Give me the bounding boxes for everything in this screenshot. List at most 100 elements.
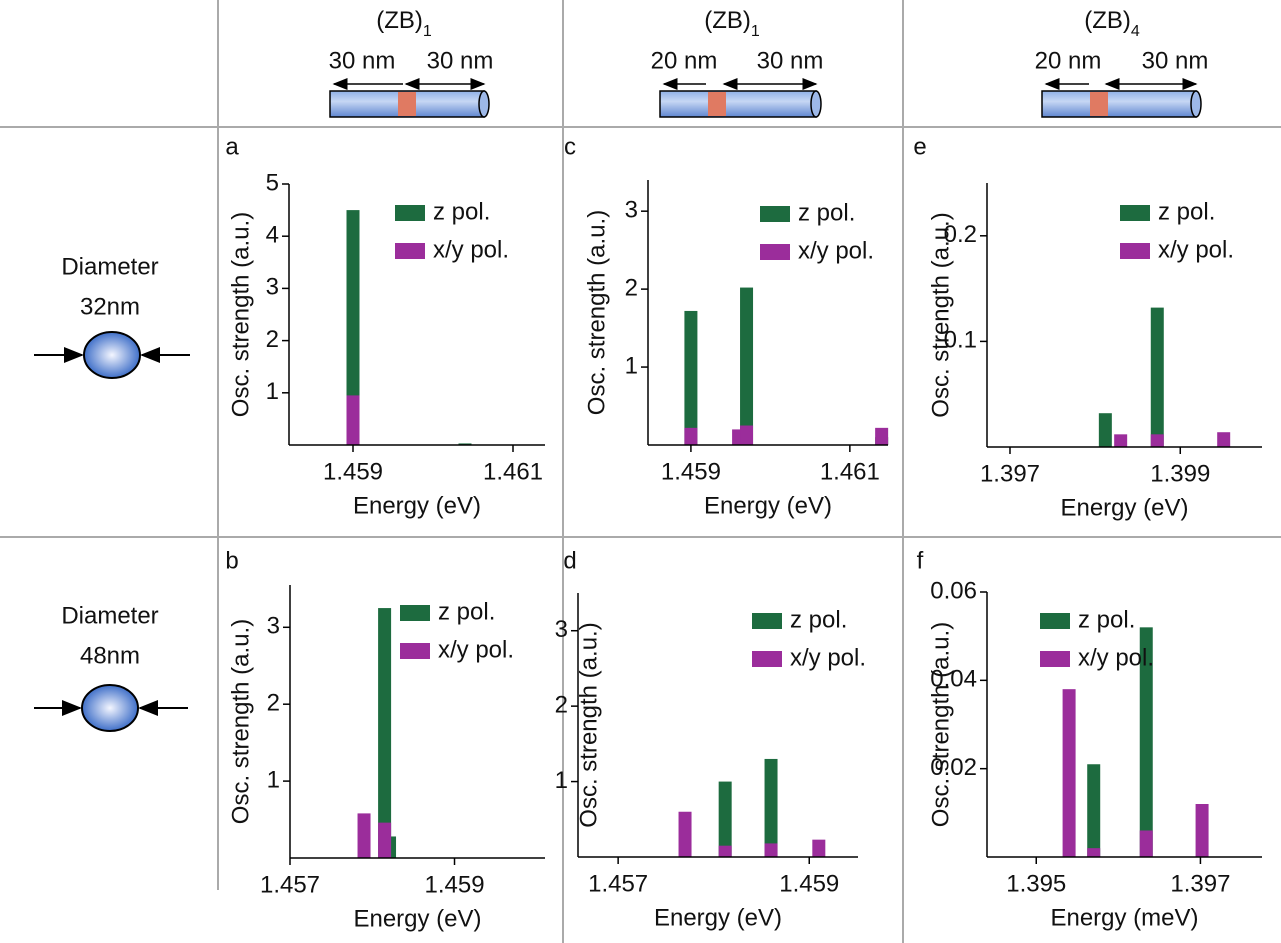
legend-label: x/y pol. [438, 636, 514, 663]
y-tick-label: 3 [625, 197, 638, 224]
legend-label: z pol. [433, 198, 490, 225]
bar [718, 845, 732, 857]
y-tick-label: 1 [266, 378, 279, 405]
y-axis-label: Osc. strength (a.u.) [927, 212, 954, 417]
y-tick-label: 2 [625, 274, 638, 301]
legend-swatch [760, 206, 790, 222]
row-label: Diameter [61, 602, 158, 629]
bar [684, 427, 698, 445]
column-title-main: (ZB) [1084, 7, 1131, 34]
legend-swatch [395, 205, 425, 221]
x-axis-label: Energy (eV) [1060, 494, 1188, 521]
x-tick-label: 1.395 [1006, 870, 1066, 897]
bar [346, 210, 360, 445]
legend-swatch [1120, 243, 1150, 259]
chart-panel: 1 2 3 1.459 1.461 Energy (eV) Osc. strength (a… [564, 133, 889, 519]
x-tick-label: 1.459 [424, 871, 484, 898]
chart-panel: 1 2 3 1.457 1.459 Energy (eV) Osc. strength (a… [555, 547, 866, 931]
x-tick-label: 1.461 [483, 458, 543, 485]
column-title-subscript: 4 [1131, 23, 1140, 40]
legend-label: x/y pol. [790, 644, 866, 671]
chart-panel: 1 2 3 1.457 1.459 Energy (eV) Osc. strength (a… [225, 547, 545, 932]
legend-swatch [395, 243, 425, 259]
y-tick-label: 3 [266, 274, 279, 301]
legend-swatch [1120, 205, 1150, 221]
legend-swatch [400, 643, 430, 659]
nanowire [659, 78, 822, 118]
panel-letter: d [563, 547, 576, 574]
chart-panel: 0.1 0.2 1.397 1.399 Energy (eV) Osc. strength… [913, 133, 1262, 521]
panel-letter: c [564, 133, 576, 160]
row-size: 32nm [80, 293, 140, 320]
panel-letter: f [917, 547, 924, 574]
column-title-main: (ZB) [376, 7, 423, 34]
y-tick-label: 0.04 [930, 666, 977, 693]
x-tick-label: 1.457 [588, 870, 648, 897]
legend-label: x/y pol. [798, 237, 874, 264]
y-tick-label: 0.06 [930, 577, 977, 604]
bar [1217, 432, 1231, 447]
right-length: 30 nm [427, 47, 494, 74]
x-tick-label: 1.459 [779, 870, 839, 897]
x-tick-label: 1.459 [323, 458, 383, 485]
x-axis-label: Energy (meV) [1050, 904, 1198, 931]
y-axis-label: Osc. strength (a.u.) [583, 210, 610, 415]
panel-letter: e [913, 133, 926, 160]
legend-swatch [752, 613, 782, 629]
legend-label: z pol. [1078, 606, 1135, 633]
x-tick-label: 1.461 [820, 458, 880, 485]
bar [1062, 689, 1076, 857]
bar [1150, 307, 1164, 447]
bar [684, 310, 698, 445]
column-title-subscript: 1 [423, 23, 432, 40]
legend-swatch [1040, 651, 1070, 667]
bar [458, 443, 472, 445]
y-tick-label: 1 [625, 352, 638, 379]
panel-letter: a [225, 133, 239, 160]
x-axis-label: Energy (eV) [353, 492, 481, 519]
legend-swatch [1040, 613, 1070, 629]
bar [1087, 848, 1101, 857]
bar [718, 781, 732, 857]
y-axis-label: Osc. strength (a.u.) [227, 212, 254, 417]
y-tick-label: 0.2 [944, 221, 977, 248]
y-tick-label: 1 [267, 766, 280, 793]
legend-label: x/y pol. [433, 236, 509, 263]
legend-label: x/y pol. [1078, 644, 1154, 671]
y-axis-label: Osc. strength (a.u.) [575, 622, 602, 827]
bar [1195, 804, 1209, 857]
y-axis-label: Osc. strength (a.u.) [927, 622, 954, 827]
left-length: 20 nm [651, 47, 718, 74]
right-length: 30 nm [757, 47, 824, 74]
legend-label: z pol. [798, 199, 855, 226]
bar [812, 839, 826, 857]
column-title: (ZB)4 [1084, 7, 1140, 40]
y-tick-label: 3 [555, 616, 568, 643]
legend-label: x/y pol. [1158, 236, 1234, 263]
column-title: (ZB)1 [376, 7, 432, 40]
y-tick-label: 5 [266, 169, 279, 196]
bar [1098, 413, 1112, 447]
panel-letter: b [225, 547, 238, 574]
nanowire [1041, 78, 1202, 118]
bar [678, 811, 692, 857]
y-axis-label: Osc. strength (a.u.) [227, 619, 254, 824]
y-tick-label: 0.1 [944, 327, 977, 354]
bar [740, 425, 754, 445]
y-tick-label: 4 [266, 222, 279, 249]
x-tick-label: 1.397 [1170, 870, 1230, 897]
bar [764, 843, 778, 857]
bar [1087, 764, 1101, 857]
y-tick-label: 2 [555, 691, 568, 718]
chart-panel: 0.02 0.04 0.06 1.395 1.397 Energy (meV) Osc. s… [917, 547, 1262, 931]
cross-section-icons [34, 331, 190, 732]
row-size: 48nm [80, 642, 140, 669]
legend-label: z pol. [1158, 198, 1215, 225]
bar [764, 758, 778, 857]
nanowire [329, 78, 490, 118]
bar [875, 427, 889, 445]
x-axis-label: Energy (eV) [704, 492, 832, 519]
